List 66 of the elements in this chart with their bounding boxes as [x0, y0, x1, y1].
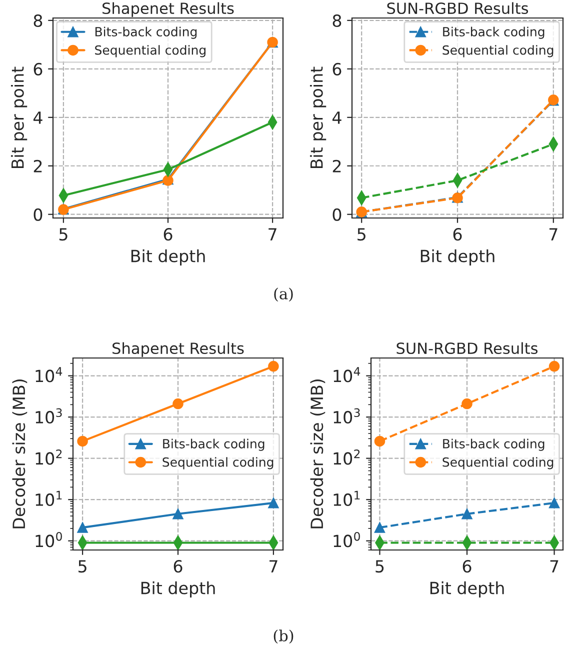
x-axis-title: Bit depth	[131, 249, 205, 266]
y-tick-label: 0	[332, 208, 342, 221]
y-axis-title: Bit per point	[310, 66, 326, 168]
legend-label: Sequential coding	[162, 457, 274, 470]
y-tick-label: 2	[332, 160, 341, 172]
point	[268, 498, 279, 508]
y-tick-label: 8	[34, 14, 42, 27]
y-tick-label: 6	[332, 62, 342, 76]
x-tick-label: 6	[462, 560, 472, 573]
x-tick-label: 5	[59, 228, 68, 241]
y-tick-label: 10$^{0}$	[334, 532, 360, 548]
x-tick-label: 5	[78, 560, 86, 573]
y-tick-label: 10$^{3}$	[334, 408, 360, 424]
point	[548, 498, 560, 508]
x-axis-title: Bit depth	[430, 581, 504, 598]
point	[172, 508, 184, 520]
y-axis-title: Decoder size (MB)	[310, 380, 326, 528]
legend-label: Bits-back coding	[163, 438, 264, 451]
chart-title: SUN-RGBD Results	[387, 2, 528, 14]
point	[172, 398, 184, 410]
text: (b)	[274, 630, 294, 644]
x-tick-label: 7	[550, 560, 558, 572]
y-tick-label: 10$^{0}$	[36, 532, 62, 548]
x-tick-label: 6	[174, 560, 182, 573]
y-axis-title: Decoder size (MB)	[12, 380, 28, 528]
y-tick-label: 10$^{3}$	[36, 408, 62, 424]
y-tick-label: 10$^{2}$	[36, 449, 62, 465]
chart-title: SUN-RGBD Results	[396, 342, 538, 354]
x-axis-title: Bit depth	[420, 249, 494, 266]
chart-title: Shapenet Results	[112, 342, 244, 358]
y-tick-label: 10$^{1}$	[36, 490, 62, 506]
x-tick-label: 7	[268, 228, 276, 240]
point	[77, 436, 88, 447]
legend-label: Bits-back coding	[443, 26, 544, 39]
y-tick-label: 10$^{4}$	[334, 367, 360, 382]
x-tick-label: 5	[358, 228, 366, 241]
point	[268, 360, 279, 372]
chart-title: Shapenet Results	[102, 2, 234, 18]
y-tick-label: 2	[34, 160, 42, 172]
point	[77, 522, 88, 533]
legend-label: Bits-back coding	[443, 438, 544, 451]
point	[462, 398, 472, 410]
y-tick-label: 10$^{4}$	[36, 367, 62, 382]
point	[374, 436, 386, 447]
legend-label: Sequential coding	[442, 45, 554, 58]
text: (a)	[274, 288, 293, 302]
x-tick-label: 6	[453, 228, 462, 241]
point	[548, 360, 560, 372]
legend-label: Sequential coding	[95, 45, 206, 58]
x-tick-label: 6	[164, 228, 172, 241]
y-tick-label: 0	[34, 208, 42, 221]
y-tick-label: 10$^{2}$	[334, 449, 360, 465]
legend-label: Sequential coding	[442, 457, 554, 470]
y-tick-label: 4	[33, 112, 42, 124]
point	[462, 508, 472, 520]
point	[374, 522, 386, 533]
y-tick-label: 10$^{1}$	[334, 490, 360, 506]
legend-label: Bits-back coding	[95, 26, 197, 39]
y-tick-label: 6	[34, 62, 42, 76]
y-axis-title: Bit per point	[10, 66, 28, 168]
x-axis-title: Bit depth	[141, 581, 215, 598]
y-tick-label: 4	[332, 112, 342, 124]
x-tick-label: 7	[549, 228, 558, 240]
y-tick-label: 8	[332, 14, 342, 27]
x-tick-label: 7	[270, 560, 278, 572]
x-tick-label: 5	[376, 560, 384, 573]
